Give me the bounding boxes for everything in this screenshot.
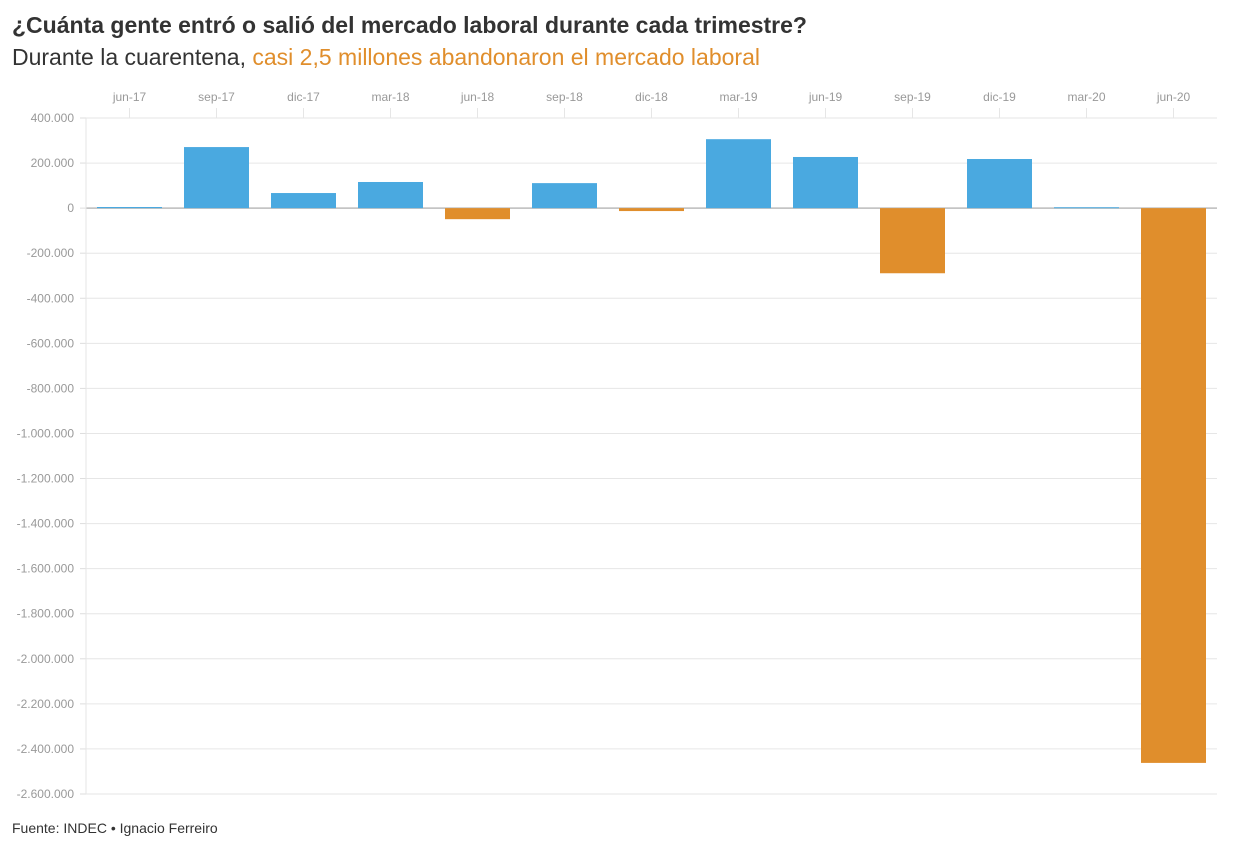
bar-mar-18 bbox=[358, 181, 423, 209]
x-tick-label: mar-18 bbox=[371, 90, 409, 104]
x-tick-label: jun-18 bbox=[460, 90, 495, 104]
bar-jun-19 bbox=[793, 156, 858, 209]
y-tick-label: -1.000.000 bbox=[17, 426, 75, 440]
x-tick-label: sep-19 bbox=[894, 90, 931, 104]
bar-sep-17 bbox=[184, 147, 249, 209]
y-tick-label: -1.200.000 bbox=[17, 472, 75, 486]
y-tick-label: -2.000.000 bbox=[17, 652, 75, 666]
y-tick-label: -1.600.000 bbox=[17, 562, 75, 576]
y-tick-label: 400.000 bbox=[31, 111, 75, 125]
bar-dic-18 bbox=[619, 208, 684, 212]
x-tick-label: dic-17 bbox=[287, 90, 320, 104]
chart-title: ¿Cuánta gente entró o salió del mercado … bbox=[12, 12, 807, 38]
y-tick-label: -800.000 bbox=[27, 381, 75, 395]
bar-dic-19 bbox=[967, 159, 1032, 209]
x-tick-label: dic-18 bbox=[635, 90, 668, 104]
y-tick-label: -1.800.000 bbox=[17, 607, 75, 621]
bar-jun-18 bbox=[445, 208, 510, 220]
x-tick-label: jun-17 bbox=[112, 90, 147, 104]
x-tick-label: mar-20 bbox=[1067, 90, 1105, 104]
y-tick-label: -2.200.000 bbox=[17, 697, 75, 711]
y-tick-label: -2.600.000 bbox=[17, 787, 75, 801]
x-tick-label: sep-17 bbox=[198, 90, 235, 104]
subtitle-plain: Durante la cuarentena, bbox=[12, 44, 253, 70]
y-tick-label: 200.000 bbox=[31, 156, 75, 170]
x-tick-label: sep-18 bbox=[546, 90, 583, 104]
x-tick-label: jun-19 bbox=[808, 90, 843, 104]
y-tick-label: -400.000 bbox=[27, 291, 75, 305]
chart-subtitle: Durante la cuarentena, casi 2,5 millones… bbox=[12, 44, 760, 71]
bar-jun-20 bbox=[1141, 208, 1206, 763]
bar-dic-17 bbox=[271, 193, 336, 209]
bar-mar-19 bbox=[706, 139, 771, 209]
y-tick-label: 0 bbox=[67, 201, 74, 215]
bar-sep-19 bbox=[880, 208, 945, 274]
x-tick-label: jun-20 bbox=[1156, 90, 1191, 104]
y-tick-label: -200.000 bbox=[27, 246, 75, 260]
subtitle-highlight: casi 2,5 millones abandonaron el mercado… bbox=[252, 44, 760, 70]
y-tick-label: -2.400.000 bbox=[17, 742, 75, 756]
x-tick-label: mar-19 bbox=[719, 90, 757, 104]
y-tick-label: -1.400.000 bbox=[17, 517, 75, 531]
bar-mar-20 bbox=[1054, 207, 1119, 209]
bar-sep-18 bbox=[532, 183, 597, 209]
x-tick-label: dic-19 bbox=[983, 90, 1016, 104]
source-note: Fuente: INDEC • Ignacio Ferreiro bbox=[12, 820, 218, 836]
bar-jun-17 bbox=[97, 207, 162, 209]
y-tick-label: -600.000 bbox=[27, 336, 75, 350]
